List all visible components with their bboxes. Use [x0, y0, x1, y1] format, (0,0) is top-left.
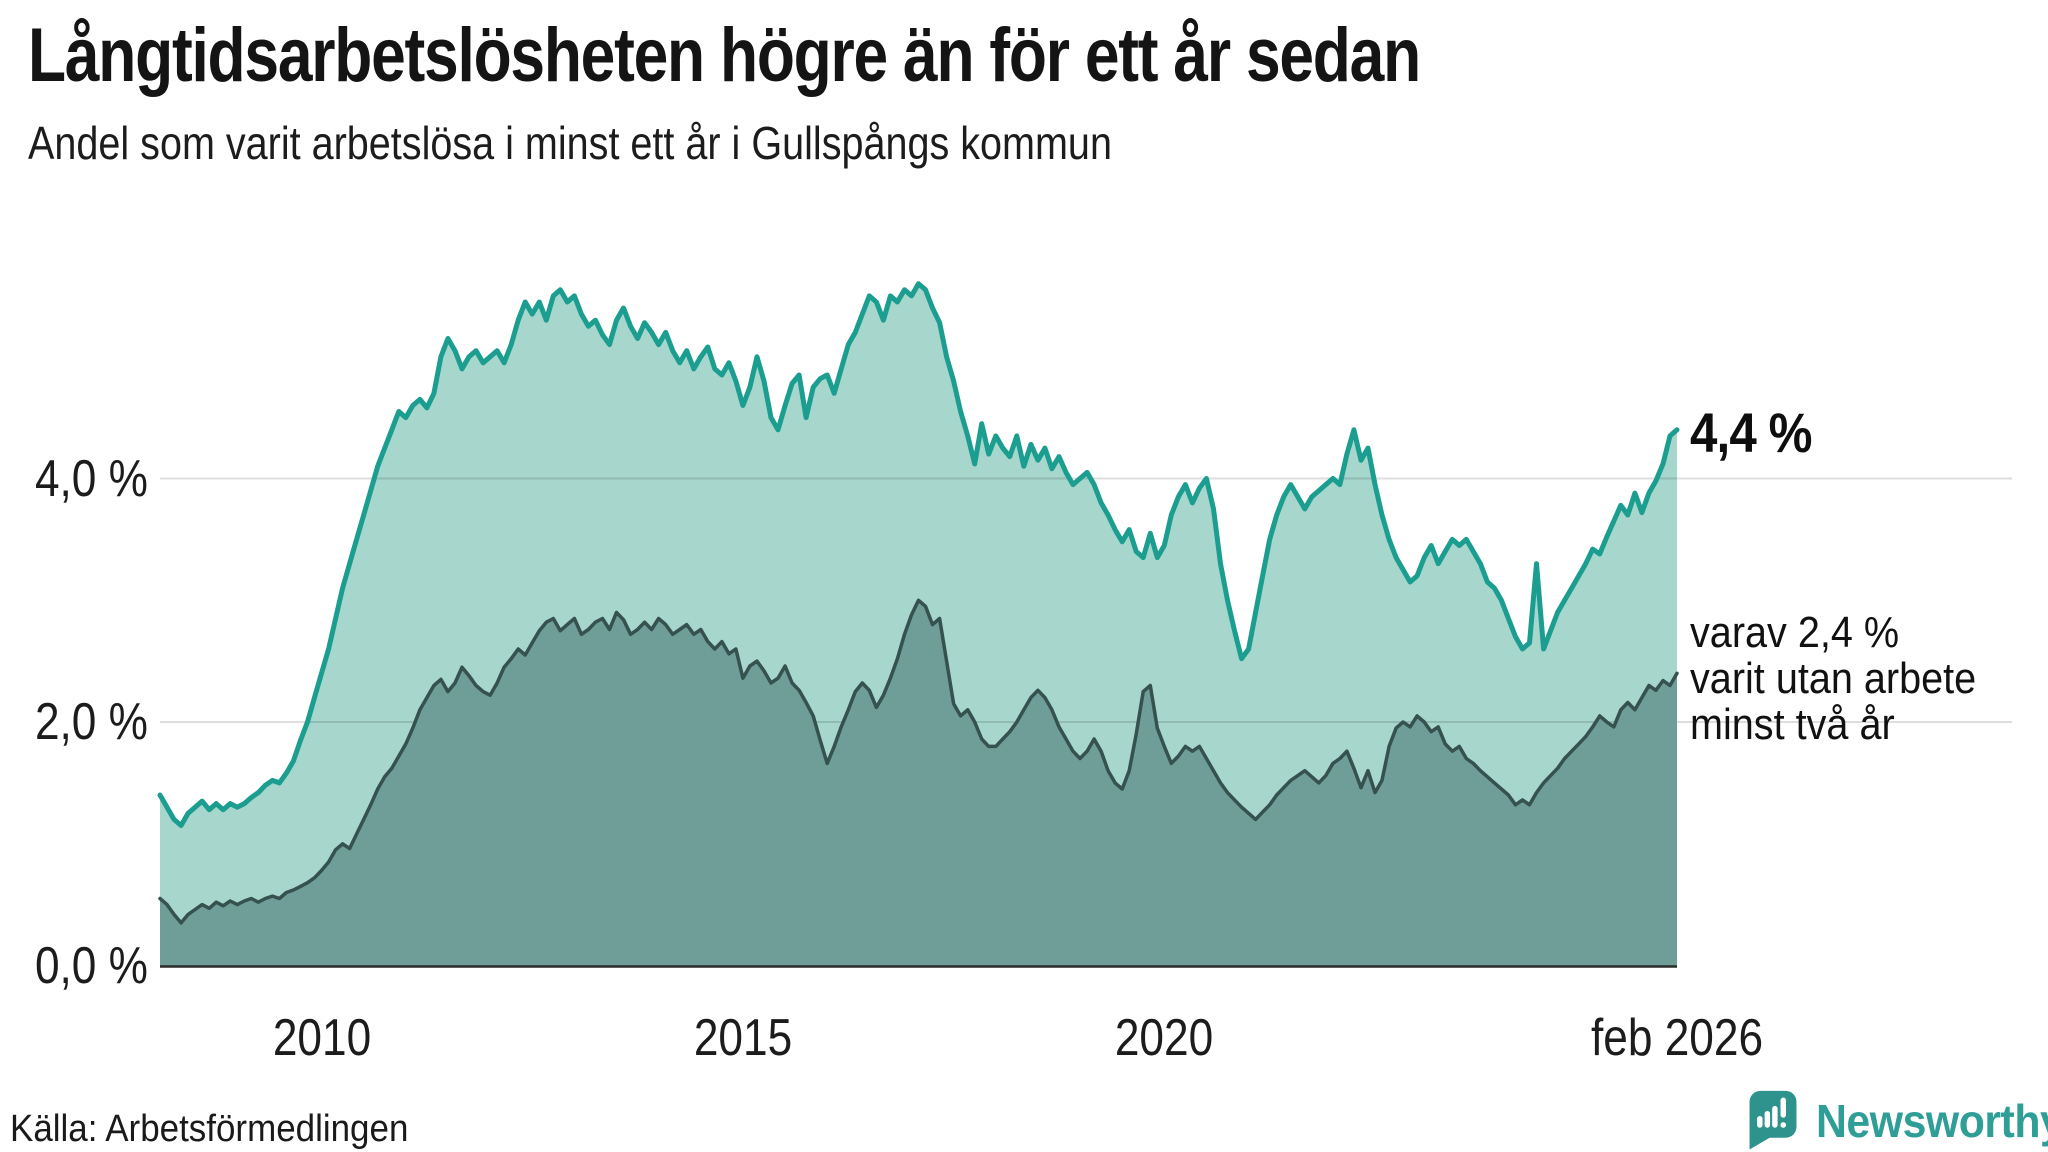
latest-value-label: 4,4 %: [1690, 400, 1813, 464]
y-axis-tick-4: 4,0 %: [34, 449, 148, 508]
x-axis-tick-feb-2026: feb 2026: [1590, 1009, 1764, 1067]
x-axis-tick-2020: 2020: [1115, 1009, 1214, 1067]
chart-title: Långtidsarbetslösheten högre än för ett …: [28, 13, 1421, 98]
total-line: [157, 281, 1680, 828]
two-year-annotation-line-3: minst två år: [1690, 700, 1895, 749]
x-axis-tick-2015: 2015: [693, 1009, 793, 1067]
two-year-annotation-line-1: varav 2,4 %: [1690, 608, 1900, 657]
two-year-annotation-line-2: varit utan arbete: [1690, 654, 1977, 703]
y-axis-tick-2: 2,0 %: [34, 693, 148, 751]
x-axis-tick-2010: 2010: [272, 1009, 371, 1067]
two-year-annotation: varav 2,4 % varit utan arbete minst två …: [1690, 610, 1976, 748]
two-year-area-fill: [160, 600, 1677, 966]
newsworthy-wordmark: Newsworthy: [1816, 1095, 2048, 1147]
newsworthy-logo: Newsworthy: [1742, 1090, 2048, 1152]
chart-subtitle: Andel som varit arbetslösa i minst ett å…: [28, 117, 1112, 169]
two-year-line: [158, 598, 1679, 925]
newsworthy-icon: [1749, 1090, 1797, 1150]
source-note: Källa: Arbetsförmedlingen: [10, 1108, 409, 1150]
y-axis-tick-0: 0,0 %: [34, 936, 148, 995]
